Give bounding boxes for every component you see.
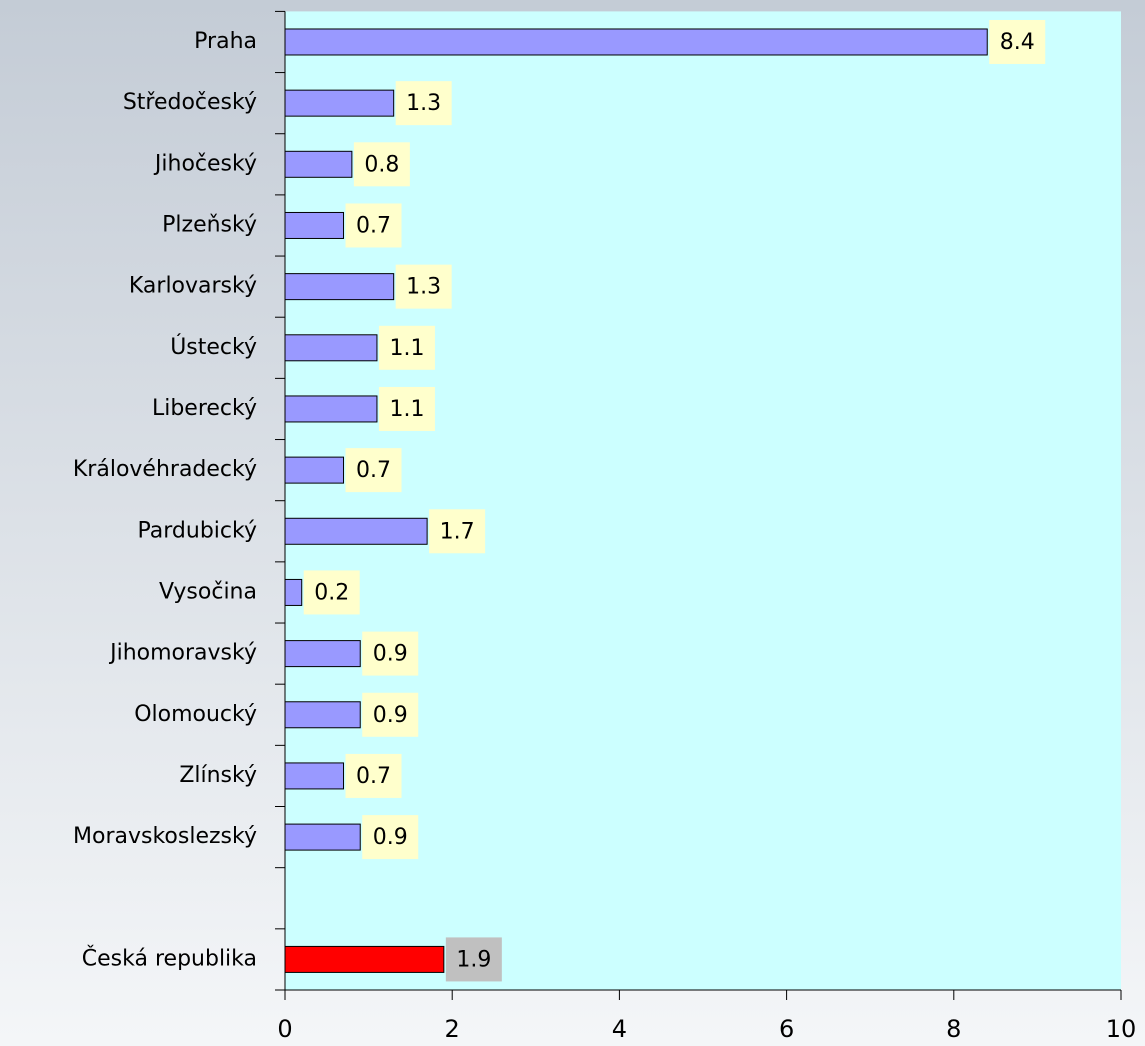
y-tick-label: Olomoucký (134, 702, 257, 727)
data-label: 0.7 (356, 764, 391, 789)
data-label-box (303, 570, 360, 615)
data-label: 0.7 (356, 458, 391, 483)
plot-area (285, 11, 1121, 990)
data-label: 8.4 (1000, 30, 1035, 55)
bar (284, 334, 378, 362)
bar (284, 150, 353, 178)
data-label-box (362, 631, 419, 676)
data-label-box (378, 386, 435, 431)
data-label-box (353, 142, 410, 187)
data-label: 0.9 (373, 642, 408, 667)
y-tick-label: Moravskoslezský (73, 824, 257, 849)
data-label: 1.9 (456, 947, 491, 972)
data-label: 0.8 (364, 152, 399, 177)
x-tick-label: 0 (277, 1015, 292, 1043)
y-tick-label: Středočeský (123, 90, 257, 115)
bar (284, 578, 303, 606)
y-tick-label: Jihočeský (153, 151, 257, 176)
bar (284, 273, 395, 301)
bar (284, 456, 345, 484)
x-tick-label: 8 (946, 1015, 961, 1043)
bar (284, 211, 345, 239)
y-tick-label: Česká republika (82, 945, 257, 971)
x-tick-label: 10 (1106, 1015, 1137, 1043)
data-label: 0.9 (373, 703, 408, 728)
data-label-box (345, 448, 402, 493)
data-label-box (362, 692, 419, 737)
data-label-box (395, 264, 452, 309)
data-label-box (445, 937, 502, 982)
y-tick-label: Ústecký (170, 334, 257, 360)
data-label-box (345, 203, 402, 248)
bar (284, 640, 361, 668)
bar (284, 762, 345, 790)
data-label: 0.7 (356, 213, 391, 238)
data-label-box (429, 509, 486, 554)
y-tick-label: Pardubický (138, 518, 257, 543)
data-label: 0.2 (314, 580, 349, 605)
data-label-box (989, 19, 1046, 64)
data-label-box (378, 325, 435, 370)
y-tick-label: Královéhradecký (73, 457, 257, 482)
y-tick-label: Vysočina (159, 579, 257, 604)
y-tick-label: Jihomoravský (108, 641, 257, 666)
data-label: 1.3 (406, 275, 441, 300)
y-tick-label: Zlínský (179, 763, 257, 788)
data-label: 1.3 (406, 91, 441, 116)
x-tick-label: 4 (612, 1015, 627, 1043)
data-label-box (395, 81, 452, 126)
y-tick-label: Plzeňský (162, 212, 257, 237)
y-tick-label: Praha (194, 29, 257, 54)
x-tick-label: 2 (445, 1015, 460, 1043)
bar (284, 701, 361, 729)
y-tick-label: Liberecký (152, 396, 257, 421)
data-label-box (362, 815, 419, 860)
bar (284, 823, 361, 851)
x-tick-label: 6 (779, 1015, 794, 1043)
bar (284, 89, 395, 117)
data-label: 1.7 (440, 519, 475, 544)
bar (284, 945, 445, 973)
y-tick-label: Karlovarský (129, 274, 257, 299)
bar (284, 28, 988, 56)
data-label: 1.1 (389, 336, 424, 361)
bar (284, 395, 378, 423)
data-label-box (345, 753, 402, 798)
data-label: 1.1 (389, 397, 424, 422)
data-label: 0.9 (373, 825, 408, 850)
bar (284, 517, 428, 545)
